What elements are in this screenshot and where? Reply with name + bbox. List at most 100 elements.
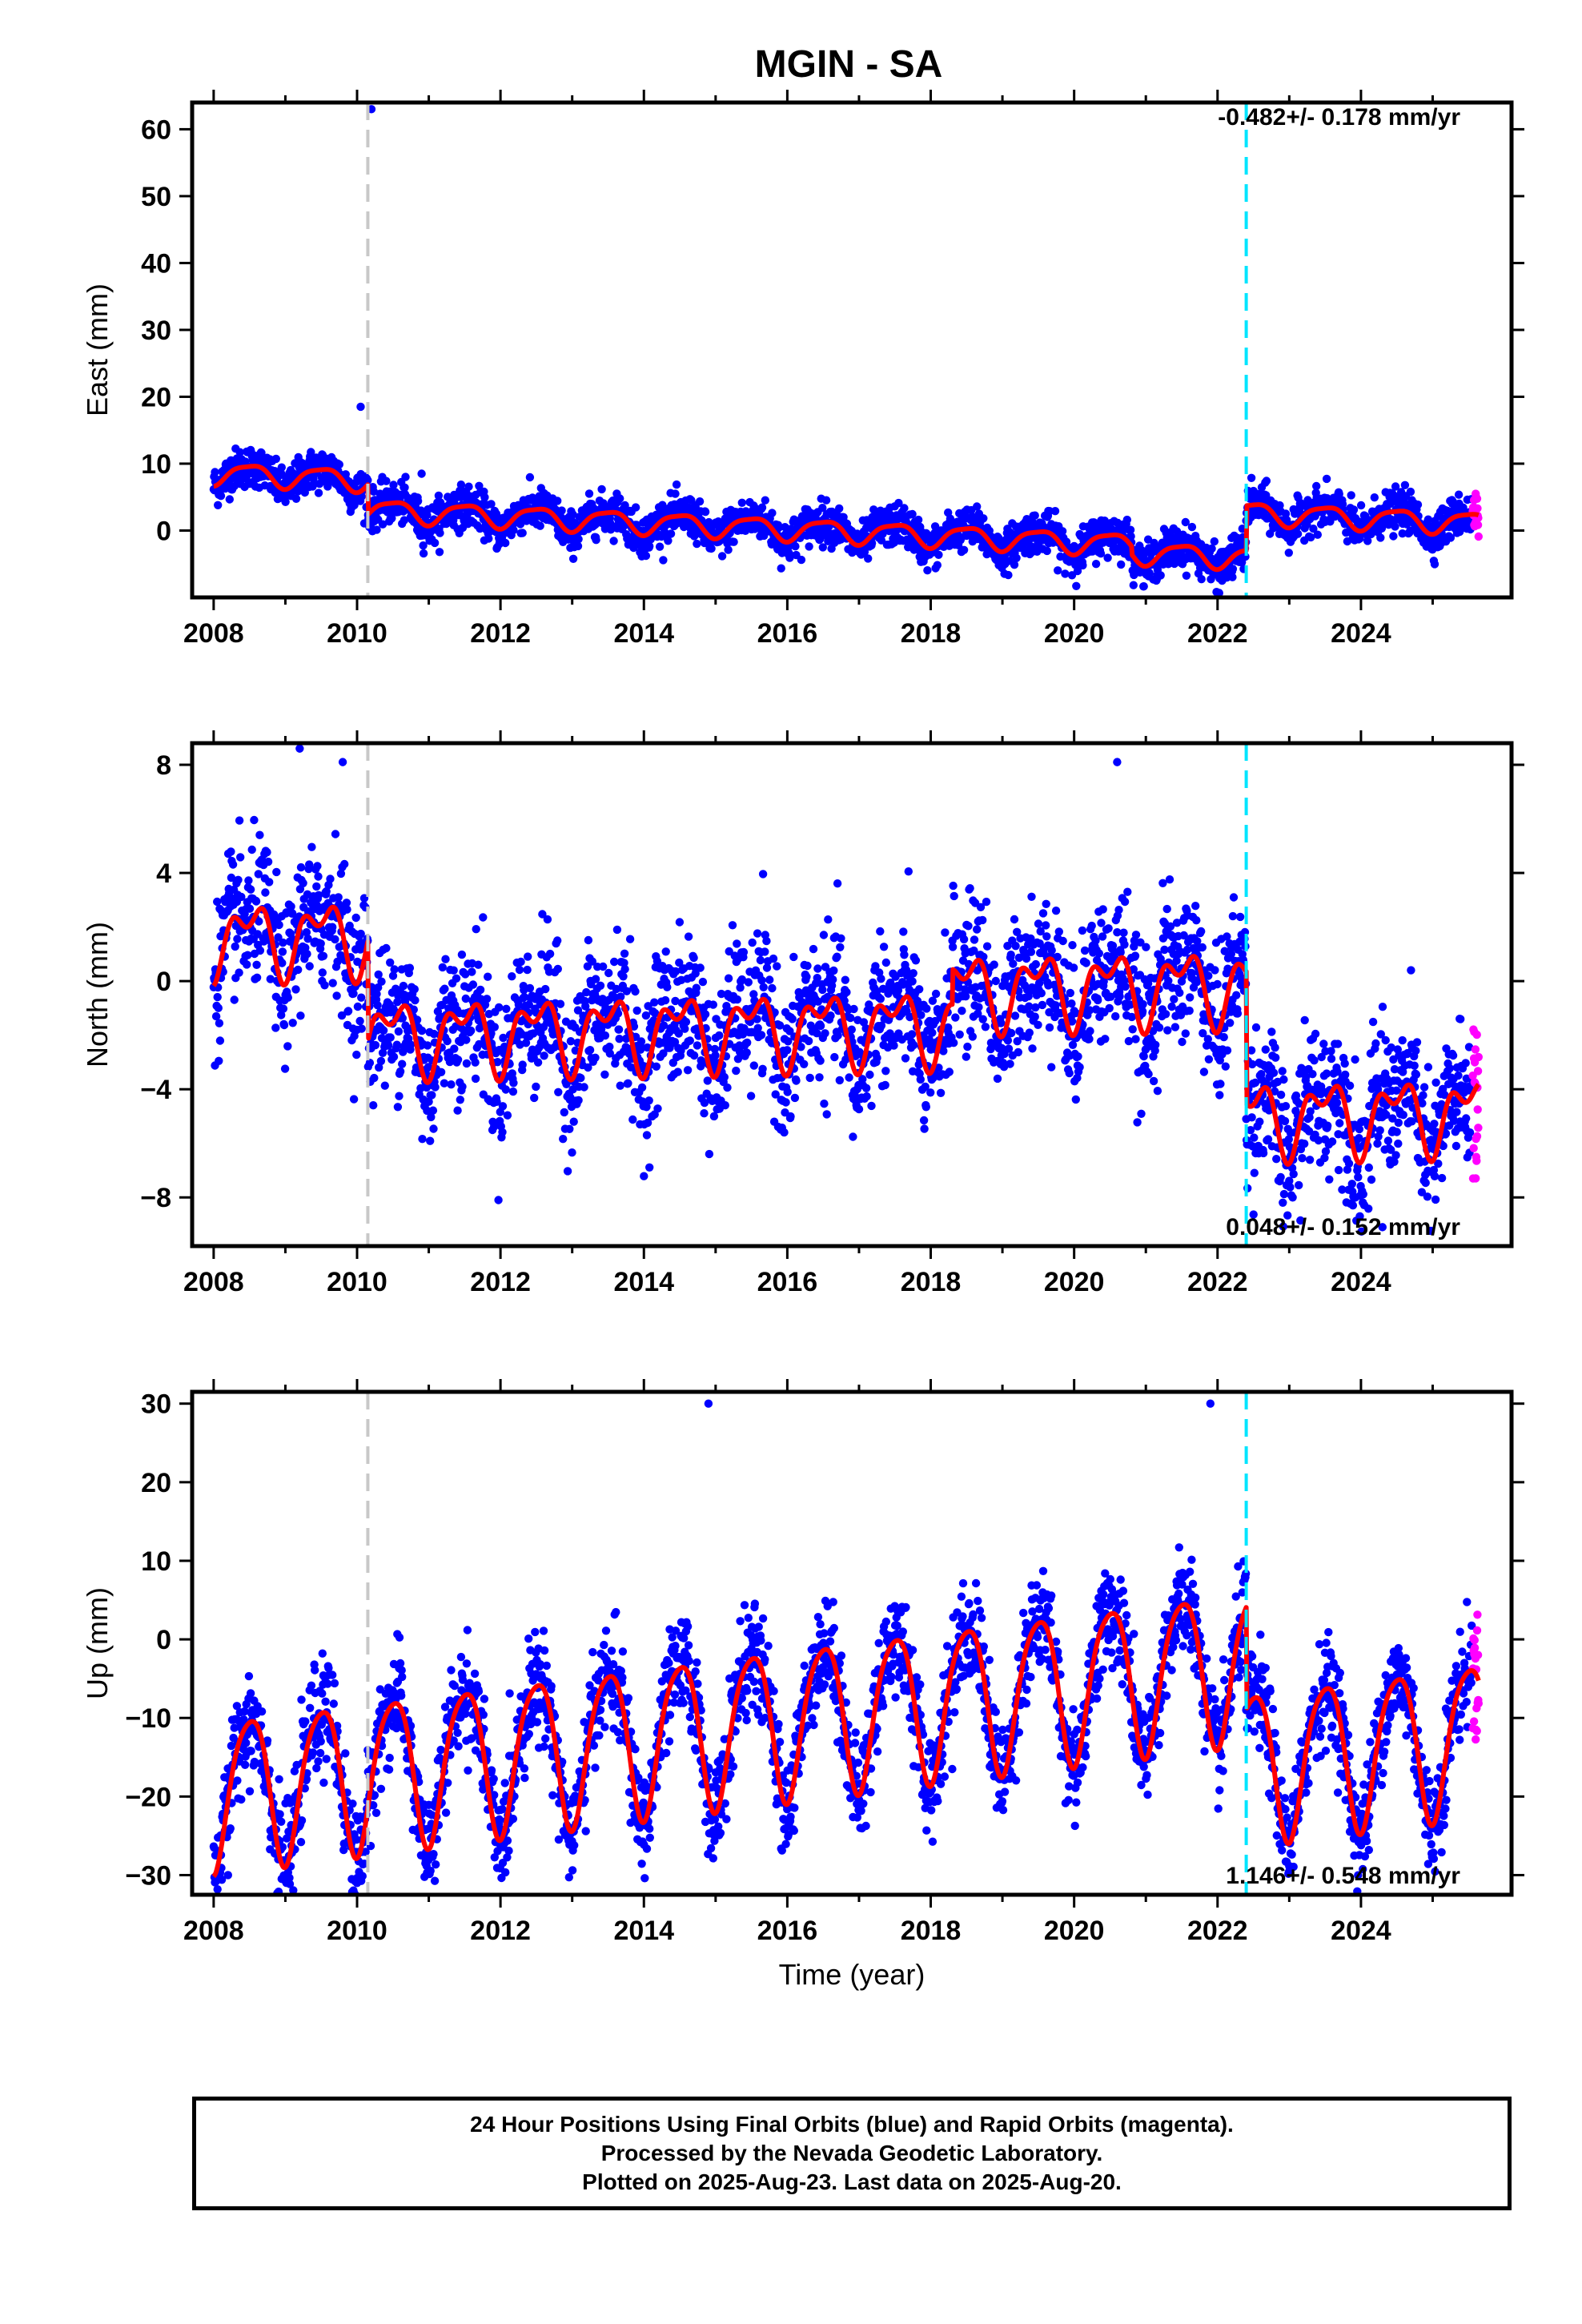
final-orbit-point: [574, 535, 583, 544]
east-panel: 2008 2010 2012 2014 2016 2018 2020 2022 20240102…: [81, 90, 1524, 649]
final-orbit-point: [873, 1053, 881, 1063]
x-tick-label: 2024: [1331, 618, 1391, 649]
y-tick-label: 20: [141, 382, 171, 412]
final-orbit-point: [1011, 942, 1020, 951]
final-orbit-point: [540, 1051, 548, 1060]
final-orbit-point: [742, 1048, 751, 1057]
final-orbit-point: [1061, 569, 1070, 578]
final-orbit-point: [1006, 1059, 1014, 1068]
final-orbit-point: [644, 1096, 653, 1105]
final-orbit-point: [436, 529, 444, 537]
final-orbit-point: [619, 972, 628, 981]
final-orbit-point: [913, 515, 923, 525]
final-orbit-point: [263, 857, 273, 866]
final-orbit-point: [357, 993, 366, 1002]
final-orbit-point: [757, 503, 767, 512]
final-orbit-point: [231, 942, 239, 951]
final-orbit-point: [661, 947, 670, 956]
final-orbit-point: [693, 1041, 702, 1050]
final-orbit-point: [800, 1059, 809, 1069]
final-orbit-point: [376, 1056, 386, 1066]
final-orbit-point: [640, 1172, 648, 1180]
final-orbit-point: [565, 1124, 574, 1134]
final-orbit-point: [508, 972, 516, 981]
final-orbit-point: [746, 1092, 756, 1100]
final-orbit-point: [592, 536, 600, 545]
final-orbit-point: [758, 1064, 767, 1074]
final-orbit-point: [1006, 951, 1015, 959]
final-orbit-point: [291, 985, 300, 994]
y-tick-label: 40: [141, 248, 171, 279]
final-orbit-point: [1312, 481, 1321, 491]
final-orbit-point: [515, 965, 524, 975]
final-orbit-point: [291, 494, 301, 503]
final-orbit-point: [720, 1072, 729, 1082]
final-orbit-point: [556, 999, 565, 1008]
final-orbit-point: [768, 983, 777, 993]
final-orbit-point: [824, 915, 833, 924]
final-orbit-point: [401, 472, 410, 481]
final-orbit-point: [279, 1004, 288, 1013]
x-tick-label: 2008: [183, 618, 244, 649]
final-orbit-point: [655, 542, 665, 551]
final-orbit-point: [241, 457, 250, 466]
final-orbit-point: [1247, 473, 1256, 482]
final-orbit-point: [580, 1083, 588, 1092]
final-orbit-point: [645, 541, 654, 551]
final-orbit-point: [757, 1031, 766, 1039]
final-orbit-point: [246, 885, 255, 894]
final-orbit-point: [672, 480, 681, 489]
final-orbit-point: [919, 1116, 929, 1125]
final-orbit-point: [709, 1000, 717, 1009]
final-orbit-point: [235, 816, 244, 825]
final-orbit-point: [597, 485, 606, 494]
final-orbit-point: [908, 977, 917, 986]
final-orbit-point: [227, 847, 235, 856]
final-orbit-point: [862, 1092, 871, 1101]
final-orbit-point: [739, 947, 749, 957]
final-orbit-point: [664, 537, 673, 545]
final-orbit-point: [508, 1087, 518, 1096]
final-orbit-point: [933, 561, 942, 569]
y-tick-label: 50: [141, 182, 171, 212]
final-orbit-point: [1413, 501, 1423, 509]
final-orbit-point: [1042, 932, 1051, 941]
final-orbit-point: [759, 983, 768, 992]
final-orbit-point: [703, 1076, 712, 1085]
final-orbit-point: [600, 1070, 609, 1080]
final-orbit-point: [963, 1042, 972, 1051]
final-orbit-point: [462, 1035, 471, 1044]
final-orbit-point: [1054, 566, 1062, 575]
final-orbit-point: [1122, 515, 1132, 525]
final-orbit-point: [637, 1083, 647, 1092]
final-orbit-point: [816, 1056, 825, 1065]
final-orbit-point: [1042, 921, 1050, 930]
final-orbit-point: [614, 1025, 624, 1034]
final-orbit-point: [252, 960, 261, 970]
final-orbit-point: [436, 1068, 446, 1077]
final-orbit-point: [467, 1026, 476, 1035]
final-orbit-point: [566, 1037, 576, 1046]
final-orbit-point: [1045, 1023, 1054, 1032]
final-orbit-point: [1034, 919, 1043, 928]
final-orbit-point: [900, 504, 909, 513]
final-orbit-point: [331, 935, 339, 944]
final-orbit-point: [733, 995, 742, 1004]
final-orbit-point: [908, 509, 917, 519]
final-orbit-point: [711, 1051, 720, 1060]
final-orbit-point: [480, 493, 489, 502]
final-orbit-point: [904, 867, 913, 876]
final-orbit-point: [313, 862, 322, 870]
final-orbit-point: [247, 845, 256, 854]
final-orbit-point: [450, 1044, 459, 1053]
final-orbit-point: [1454, 490, 1464, 499]
final-orbit-point: [1313, 530, 1323, 539]
final-orbit-point: [585, 1046, 595, 1055]
final-orbit-point: [398, 1059, 407, 1068]
final-orbit-point: [332, 991, 341, 1000]
final-orbit-point: [487, 500, 496, 509]
final-orbit-point: [318, 968, 327, 977]
final-orbit-point: [802, 972, 811, 982]
final-orbit-point: [524, 952, 532, 961]
final-orbit-point: [372, 525, 381, 534]
